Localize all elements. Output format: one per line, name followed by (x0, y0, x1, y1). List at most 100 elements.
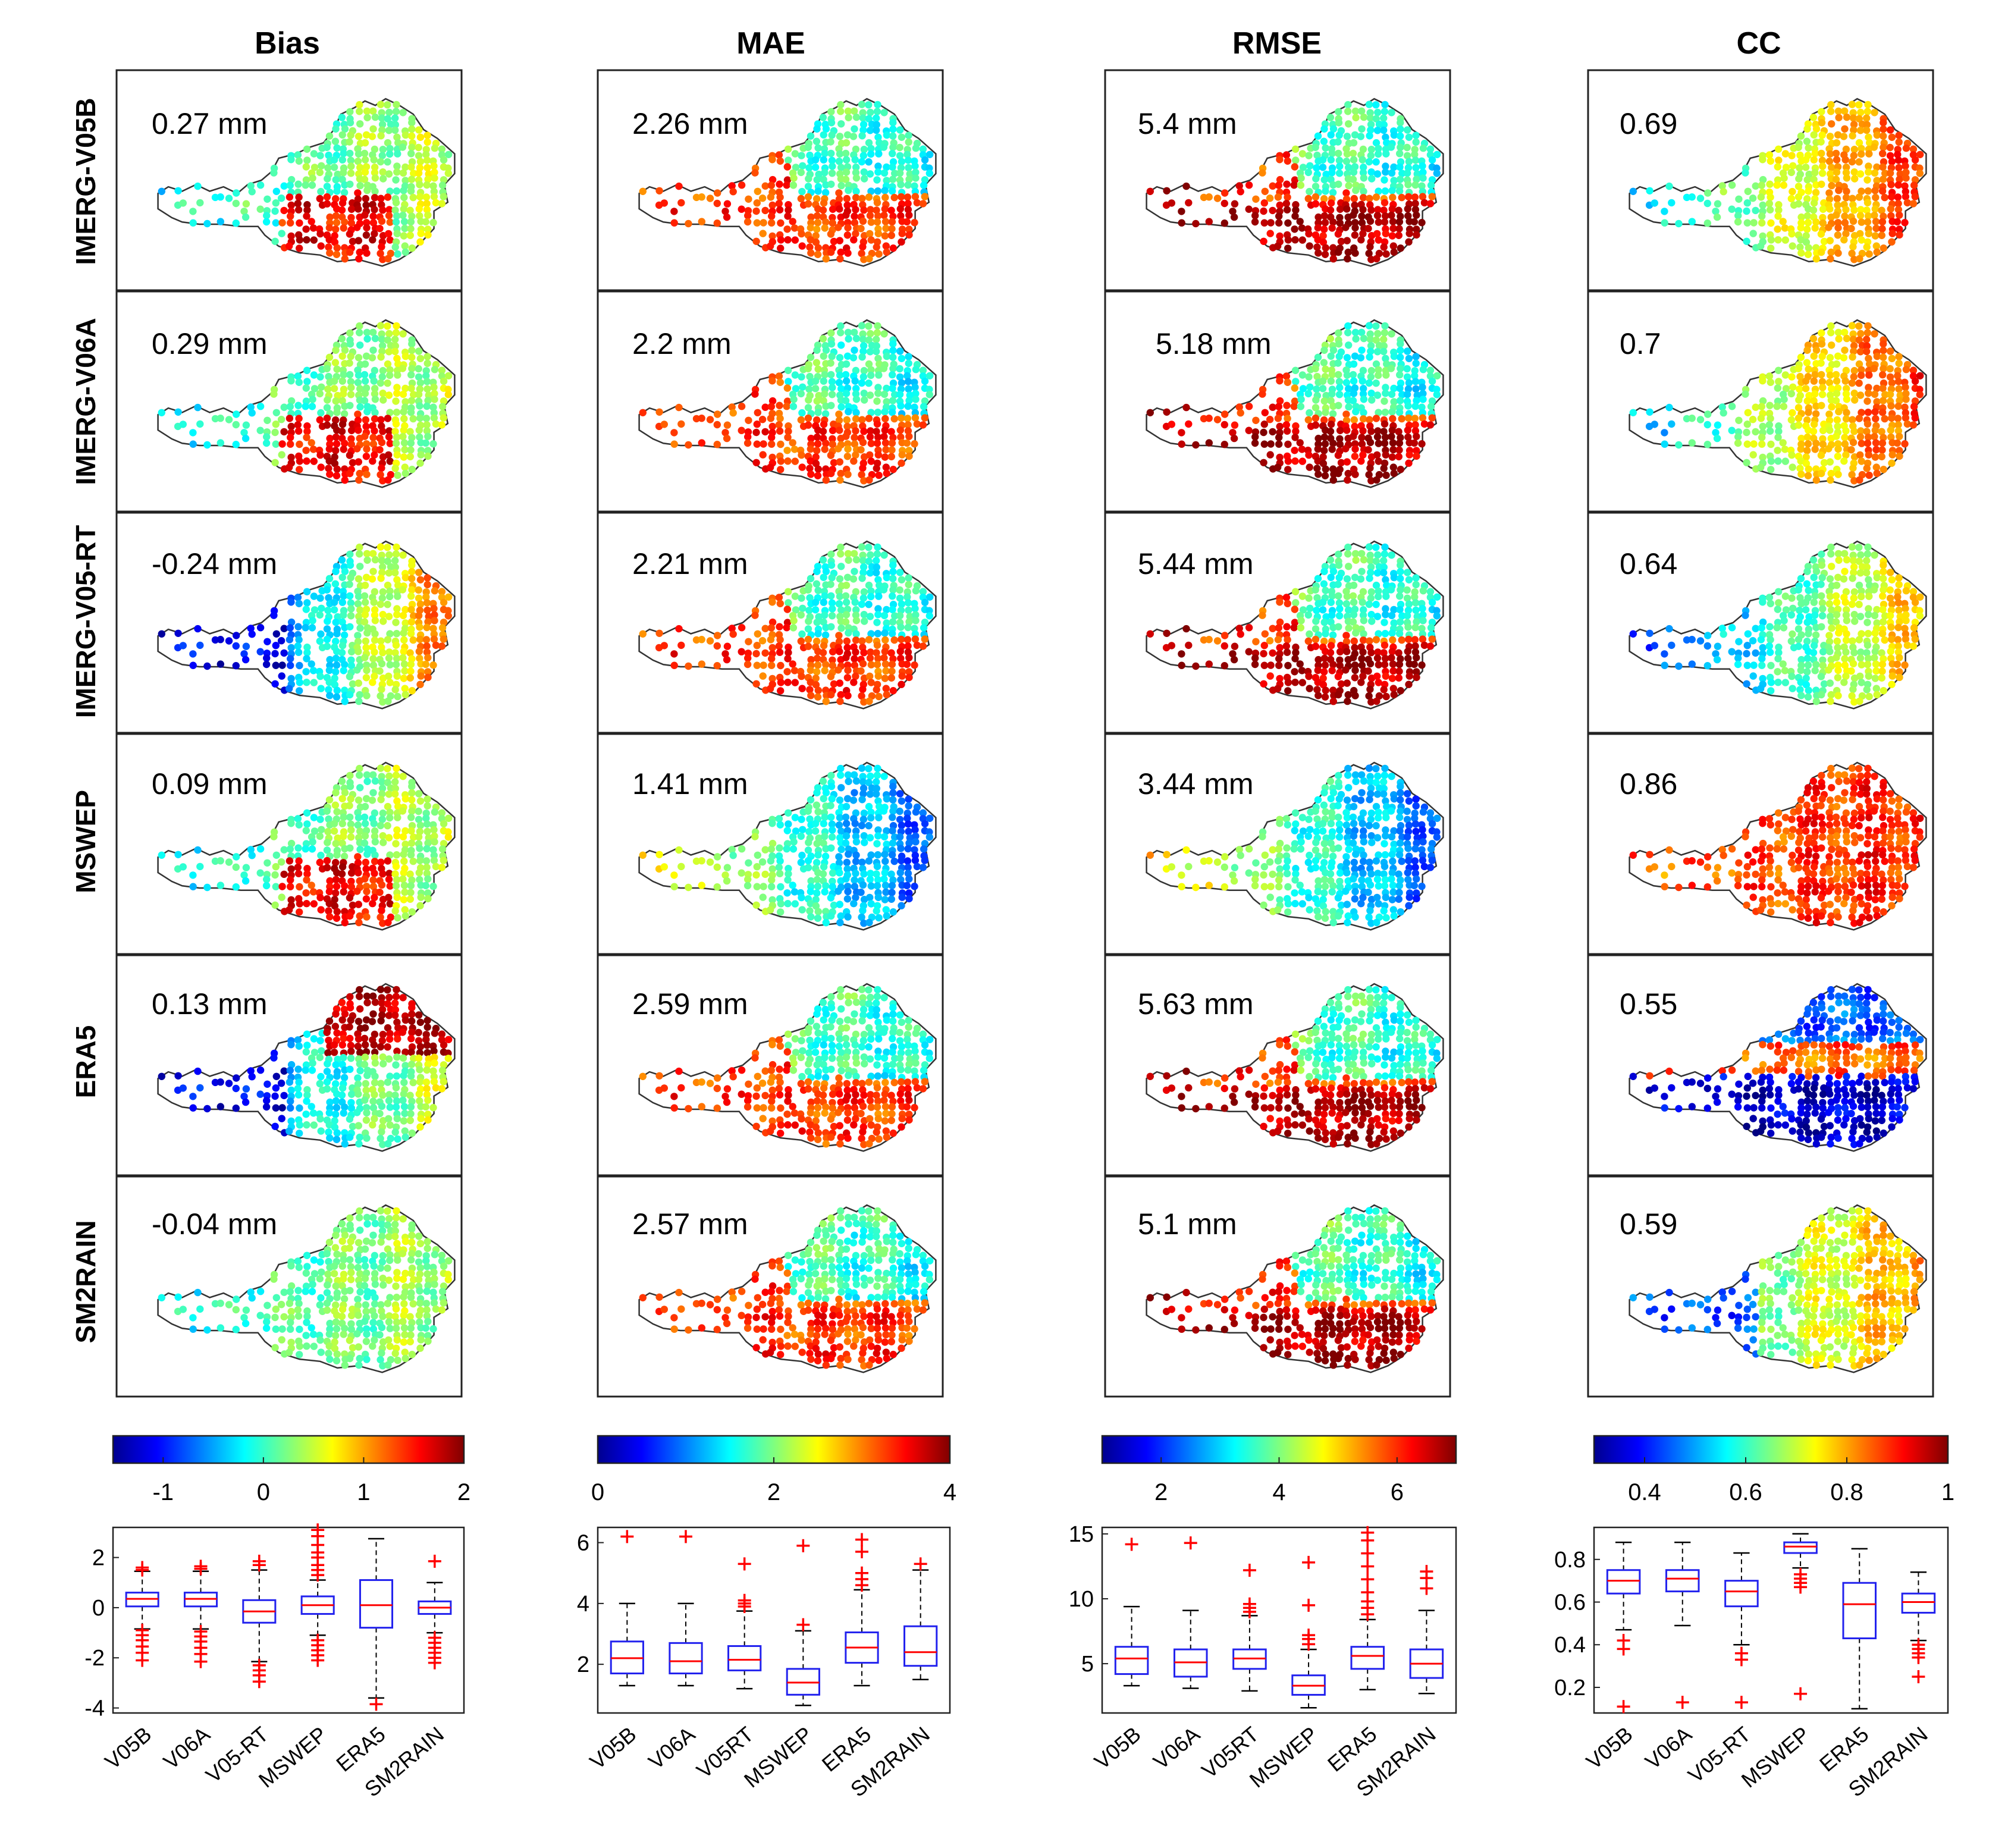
station-dot (386, 145, 394, 152)
station-dot (861, 617, 868, 625)
station-dot (1688, 660, 1696, 668)
station-dot (1185, 199, 1193, 207)
station-dot (1895, 385, 1903, 393)
station-dot (392, 420, 400, 428)
station-dot (285, 636, 294, 644)
station-dot (1820, 237, 1828, 246)
station-dot (1403, 390, 1411, 399)
station-dot (407, 397, 416, 404)
station-dot (1389, 445, 1397, 454)
station-dot (1758, 661, 1766, 669)
station-dot (371, 230, 378, 238)
station-dot (1297, 396, 1305, 403)
map-panel (597, 512, 944, 734)
station-dot (1767, 193, 1774, 201)
station-dot (371, 556, 379, 564)
station-dot (424, 447, 432, 454)
station-dot (1856, 391, 1865, 399)
station-dot (303, 644, 311, 651)
station-dot (174, 187, 182, 194)
station-dot (385, 230, 393, 238)
station-dot (1405, 635, 1413, 644)
station-dot (1827, 329, 1835, 337)
station-dot (385, 433, 393, 441)
station-dot (1395, 409, 1404, 416)
station-dot (1373, 127, 1382, 134)
station-dot (655, 187, 663, 194)
station-dot (1782, 164, 1790, 171)
station-dot (347, 795, 354, 803)
map-panel (1587, 69, 1934, 291)
station-dot (874, 605, 882, 613)
station-dot (1781, 224, 1789, 232)
station-dot (865, 322, 873, 330)
station-dot (1794, 586, 1802, 594)
station-dot (429, 440, 437, 448)
station-dot (1397, 365, 1404, 372)
station-dot (851, 156, 859, 164)
station-dot (1419, 396, 1427, 403)
station-dot (1390, 352, 1398, 360)
station-dot (881, 187, 889, 194)
station-dot (1888, 354, 1896, 362)
station-dot (1329, 440, 1337, 447)
station-dot (1811, 149, 1819, 158)
station-dot (888, 667, 896, 675)
station-dot (873, 563, 881, 571)
station-dot (363, 629, 371, 637)
station-dot (1871, 432, 1878, 441)
station-dot (866, 569, 874, 577)
station-dot (880, 586, 888, 594)
station-dot (386, 592, 394, 601)
station-dot (445, 372, 453, 379)
station-dot (415, 586, 422, 594)
station-dot (1328, 149, 1336, 158)
station-dot (713, 441, 721, 448)
station-dot (806, 372, 814, 381)
station-dot (798, 672, 805, 680)
station-dot (874, 654, 882, 663)
station-dot (1849, 335, 1858, 343)
station-dot (1842, 194, 1850, 202)
station-dot (813, 447, 821, 454)
station-dot (834, 224, 842, 231)
station-dot (758, 416, 767, 423)
station-dot (1744, 630, 1752, 638)
station-dot (768, 440, 776, 448)
station-dot (1329, 567, 1338, 575)
station-dot (1343, 458, 1351, 466)
station-dot (843, 674, 852, 682)
station-dot (415, 648, 423, 655)
station-dot (391, 121, 399, 128)
station-dot (338, 131, 346, 139)
station-dot (1365, 600, 1373, 608)
station-dot (1849, 416, 1856, 423)
station-dot (837, 385, 845, 393)
station-dot (919, 588, 927, 595)
station-dot (1857, 551, 1865, 559)
station-dot (753, 440, 761, 448)
station-dot (905, 397, 913, 404)
station-dot (356, 550, 363, 558)
station-dot (316, 152, 324, 159)
station-dot (354, 133, 363, 140)
station-dot (768, 661, 776, 669)
station-dot (1863, 550, 1872, 558)
station-dot (1863, 121, 1871, 128)
station-dot (903, 415, 912, 422)
station-dot (721, 429, 729, 437)
station-dot (232, 441, 240, 448)
station-dot (1804, 661, 1812, 669)
station-dot (386, 440, 394, 447)
station-dot (1221, 410, 1229, 418)
station-dot (371, 194, 379, 202)
station-dot (338, 352, 346, 360)
station-dot (829, 605, 836, 613)
station-dot (767, 636, 775, 644)
station-dot (1734, 212, 1742, 219)
station-points (639, 101, 934, 263)
station-dot (1825, 666, 1833, 674)
station-dot (354, 600, 362, 608)
station-dot (1879, 163, 1887, 171)
station-dot (875, 692, 883, 701)
